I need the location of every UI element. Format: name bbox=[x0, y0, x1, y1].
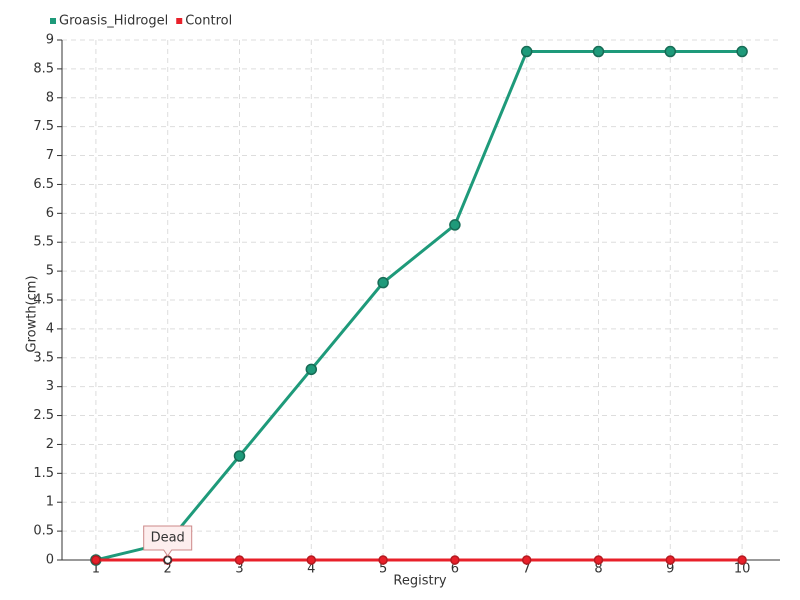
series-line bbox=[95, 50, 743, 562]
x-tick-label: 10 bbox=[734, 562, 751, 577]
y-tick-label: 3 bbox=[46, 379, 54, 394]
data-point bbox=[450, 555, 460, 565]
data-point bbox=[377, 276, 389, 289]
data-point bbox=[737, 555, 747, 565]
y-tick-label: 0 bbox=[46, 553, 54, 568]
annotation-text: Dead bbox=[151, 531, 185, 546]
data-point bbox=[592, 45, 605, 58]
y-tick-label: 2 bbox=[46, 437, 54, 452]
annotation-point bbox=[163, 555, 172, 565]
y-tick-label: 6.5 bbox=[33, 177, 54, 192]
data-point bbox=[736, 45, 748, 58]
y-tick-label: 4 bbox=[46, 321, 54, 336]
x-tick-label: 2 bbox=[164, 562, 172, 577]
x-tick-label: 9 bbox=[666, 562, 674, 577]
x-tick-label: 4 bbox=[307, 562, 315, 577]
data-point bbox=[306, 555, 317, 565]
data-point bbox=[233, 450, 246, 462]
data-point bbox=[91, 555, 101, 565]
y-tick-label: 9 bbox=[46, 33, 54, 48]
x-tick-label: 1 bbox=[92, 562, 100, 577]
data-point bbox=[449, 219, 461, 231]
x-axis-label: Registry bbox=[393, 574, 447, 589]
data-point bbox=[234, 555, 245, 565]
data-point bbox=[665, 555, 676, 565]
y-tick-label: 6 bbox=[46, 206, 54, 221]
y-tick-label: 0.5 bbox=[33, 524, 54, 539]
x-tick-label: 5 bbox=[379, 562, 387, 577]
y-tick-label: 7.5 bbox=[33, 119, 54, 134]
x-tick-label: 6 bbox=[451, 562, 459, 577]
y-tick-label: 8.5 bbox=[33, 61, 54, 76]
legend-label: Groasis_Hidrogel bbox=[59, 14, 168, 29]
y-tick-label: 7 bbox=[46, 148, 54, 163]
y-axis-label: Growth(cm) bbox=[25, 275, 40, 352]
y-tick-label: 5.5 bbox=[33, 235, 54, 250]
data-point bbox=[664, 45, 677, 58]
legend-swatch bbox=[176, 18, 183, 24]
data-point bbox=[378, 555, 388, 565]
x-tick-label: 3 bbox=[235, 562, 243, 577]
y-tick-label: 8 bbox=[46, 90, 54, 105]
y-tick-label: 3.5 bbox=[33, 350, 54, 365]
data-point bbox=[593, 555, 604, 565]
data-point bbox=[521, 555, 532, 565]
legend-swatch bbox=[50, 18, 56, 24]
annotation-box bbox=[143, 525, 193, 557]
y-tick-label: 2.5 bbox=[33, 408, 54, 423]
x-tick-label: 7 bbox=[523, 562, 531, 577]
y-tick-label: 5 bbox=[46, 264, 54, 279]
data-point bbox=[305, 363, 318, 376]
x-tick-label: 8 bbox=[594, 562, 602, 577]
data-point bbox=[520, 45, 533, 58]
y-tick-label: 4.5 bbox=[33, 293, 54, 308]
y-tick-label: 1 bbox=[46, 495, 54, 510]
legend-label: Control bbox=[185, 14, 232, 29]
y-tick-label: 1.5 bbox=[33, 466, 54, 481]
